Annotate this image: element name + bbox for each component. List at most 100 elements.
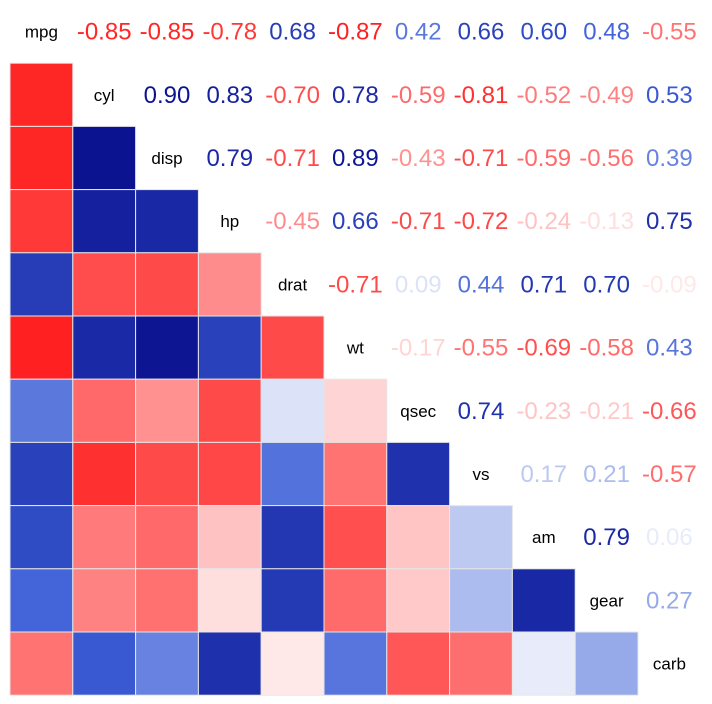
coef-label-drat-qsec: 0.09 bbox=[395, 271, 442, 298]
tile-qsec-drat bbox=[260, 378, 325, 443]
tile-am-qsec bbox=[386, 505, 451, 570]
coef-label-hp-drat: -0.45 bbox=[265, 208, 320, 235]
coef-label-disp-gear: -0.56 bbox=[579, 145, 634, 172]
tile-carb-vs bbox=[449, 631, 513, 696]
tile-qsec-cyl bbox=[72, 378, 137, 443]
coef-label-wt-am: -0.69 bbox=[516, 335, 571, 362]
coef-label-wt-qsec: -0.17 bbox=[391, 335, 446, 362]
variable-label-hp: hp bbox=[220, 212, 239, 231]
tile-vs-drat bbox=[260, 441, 325, 507]
coef-label-drat-wt: -0.71 bbox=[328, 271, 383, 298]
coef-label-mpg-drat: 0.68 bbox=[269, 19, 316, 46]
coef-label-disp-am: -0.59 bbox=[516, 145, 571, 172]
coef-label-mpg-carb: -0.55 bbox=[642, 19, 697, 46]
variable-label-drat: drat bbox=[278, 275, 308, 294]
variable-label-qsec: qsec bbox=[400, 402, 436, 421]
tile-am-drat bbox=[260, 505, 325, 570]
tile-hp-cyl bbox=[72, 189, 137, 254]
coef-label-qsec-am: -0.23 bbox=[516, 398, 571, 425]
tile-am-cyl bbox=[72, 505, 137, 570]
coef-label-hp-gear: -0.13 bbox=[579, 208, 634, 235]
coef-label-cyl-hp: 0.83 bbox=[206, 82, 253, 109]
tile-disp-cyl bbox=[72, 125, 137, 191]
coef-label-qsec-carb: -0.66 bbox=[642, 398, 697, 425]
coef-label-hp-carb: 0.75 bbox=[646, 208, 693, 235]
tile-wt-drat bbox=[260, 315, 325, 380]
coef-label-mpg-am: 0.60 bbox=[520, 19, 567, 46]
tile-disp-mpg bbox=[9, 125, 74, 191]
variable-label-mpg: mpg bbox=[25, 23, 58, 42]
coef-label-qsec-vs: 0.74 bbox=[458, 398, 505, 425]
coef-label-vs-am: 0.17 bbox=[520, 461, 567, 488]
tile-carb-disp bbox=[135, 631, 199, 696]
tile-qsec-hp bbox=[197, 378, 262, 443]
tile-vs-mpg bbox=[9, 441, 74, 507]
tile-gear-qsec bbox=[386, 568, 451, 633]
tile-gear-drat bbox=[260, 568, 325, 633]
coef-label-disp-carb: 0.39 bbox=[646, 145, 693, 172]
coef-label-wt-gear: -0.58 bbox=[579, 335, 634, 362]
tile-qsec-mpg bbox=[9, 378, 74, 443]
tile-gear-mpg bbox=[9, 568, 74, 633]
coef-label-mpg-vs: 0.66 bbox=[458, 19, 505, 46]
coef-label-am-gear: 0.79 bbox=[583, 524, 630, 551]
coef-label-gear-carb: 0.27 bbox=[646, 587, 693, 614]
coef-label-am-carb: 0.06 bbox=[646, 524, 693, 551]
coef-label-qsec-gear: -0.21 bbox=[579, 398, 634, 425]
tile-wt-cyl bbox=[72, 315, 137, 380]
variable-label-wt: wt bbox=[346, 339, 364, 358]
coef-label-vs-carb: -0.57 bbox=[642, 461, 697, 488]
tile-gear-hp bbox=[197, 568, 262, 633]
coef-label-cyl-qsec: -0.59 bbox=[391, 82, 446, 109]
tile-am-mpg bbox=[9, 505, 74, 570]
variable-label-cyl: cyl bbox=[94, 86, 115, 105]
tile-gear-wt bbox=[323, 568, 388, 633]
coef-label-hp-vs: -0.72 bbox=[454, 208, 509, 235]
tile-carb-cyl bbox=[72, 631, 137, 696]
tile-carb-gear bbox=[574, 631, 639, 696]
coef-label-disp-drat: -0.71 bbox=[265, 145, 320, 172]
coef-label-mpg-wt: -0.87 bbox=[328, 19, 383, 46]
coef-label-mpg-cyl: -0.85 bbox=[77, 19, 132, 46]
tile-wt-hp bbox=[197, 315, 262, 380]
tile-qsec-wt bbox=[323, 378, 388, 443]
coef-label-drat-vs: 0.44 bbox=[458, 271, 505, 298]
variable-label-gear: gear bbox=[590, 591, 624, 610]
coef-label-disp-vs: -0.71 bbox=[454, 145, 509, 172]
variable-label-am: am bbox=[532, 528, 556, 547]
coef-label-wt-vs: -0.55 bbox=[454, 335, 509, 362]
tile-am-hp bbox=[197, 505, 262, 570]
tile-drat-disp bbox=[135, 252, 199, 317]
tile-wt-disp bbox=[135, 315, 199, 380]
diagonal-variable-labels: mpg cyl disp hp drat wt qsec vs am gear carb bbox=[25, 23, 686, 674]
tile-qsec-disp bbox=[135, 378, 199, 443]
coef-label-hp-qsec: -0.71 bbox=[391, 208, 446, 235]
coef-label-drat-carb: -0.09 bbox=[642, 271, 697, 298]
coef-label-cyl-gear: -0.49 bbox=[579, 82, 634, 109]
coef-label-mpg-gear: 0.48 bbox=[583, 19, 630, 46]
tile-cyl-mpg bbox=[9, 62, 74, 127]
tile-gear-disp bbox=[135, 568, 199, 633]
tile-carb-drat bbox=[260, 631, 325, 696]
coef-label-disp-qsec: -0.43 bbox=[391, 145, 446, 172]
coef-label-mpg-disp: -0.85 bbox=[140, 19, 195, 46]
tile-gear-vs bbox=[449, 568, 513, 633]
tile-am-wt bbox=[323, 505, 388, 570]
coef-label-wt-carb: 0.43 bbox=[646, 335, 693, 362]
lower-triangle-tiles bbox=[9, 62, 639, 696]
tile-carb-am bbox=[511, 631, 576, 696]
tile-drat-cyl bbox=[72, 252, 137, 317]
tile-carb-wt bbox=[323, 631, 388, 696]
tile-carb-mpg bbox=[9, 631, 74, 696]
coef-label-mpg-qsec: 0.42 bbox=[395, 19, 442, 46]
tile-vs-hp bbox=[197, 441, 262, 507]
upper-triangle-coefficients: -0.85 -0.85 -0.78 0.68 -0.87 0.42 0.66 0.60 0.48… bbox=[77, 19, 697, 615]
coef-label-hp-wt: 0.66 bbox=[332, 208, 379, 235]
coef-label-disp-hp: 0.79 bbox=[206, 145, 253, 172]
coef-label-vs-gear: 0.21 bbox=[583, 461, 630, 488]
tile-hp-disp bbox=[135, 189, 199, 254]
tile-hp-mpg bbox=[9, 189, 74, 254]
coef-label-cyl-wt: 0.78 bbox=[332, 82, 379, 109]
coef-label-cyl-am: -0.52 bbox=[516, 82, 571, 109]
